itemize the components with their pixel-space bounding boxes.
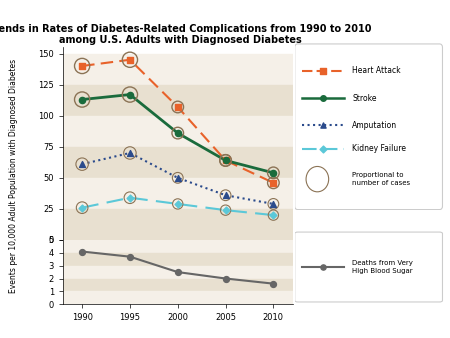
Point: [174, 175, 181, 180]
Text: Events per 10,000 Adult Population with Diagnosed Diabetes: Events per 10,000 Adult Population with …: [9, 59, 18, 293]
Point: [126, 57, 134, 63]
FancyBboxPatch shape: [295, 232, 442, 302]
Point: [126, 92, 134, 97]
Point: [78, 63, 86, 69]
Point: [270, 180, 277, 186]
Bar: [63, 209, 292, 240]
Bar: [63, 147, 292, 178]
Text: Amputation: Amputation: [352, 121, 397, 129]
Point: [126, 150, 134, 156]
Point: [78, 63, 86, 69]
Point: [174, 104, 181, 110]
Point: [270, 201, 277, 207]
Point: [174, 201, 181, 207]
Bar: [63, 178, 292, 209]
Point: [126, 254, 134, 259]
Bar: [63, 53, 292, 84]
Text: Proportional to
number of cases: Proportional to number of cases: [352, 172, 410, 186]
Point: [174, 130, 181, 136]
Bar: [63, 84, 292, 116]
Text: Trends in Rates of Diabetes-Related Complications from 1990 to 2010
among U.S. A: Trends in Rates of Diabetes-Related Comp…: [0, 24, 372, 45]
Point: [222, 158, 229, 163]
Point: [320, 68, 327, 74]
Bar: [63, 266, 292, 279]
Point: [174, 130, 181, 136]
Point: [174, 201, 181, 207]
Point: [126, 92, 134, 97]
Point: [222, 158, 229, 163]
Point: [222, 276, 229, 281]
Text: Stroke: Stroke: [352, 94, 377, 102]
Text: Deaths from Very
High Blood Sugar: Deaths from Very High Blood Sugar: [352, 260, 413, 274]
Point: [222, 193, 229, 198]
Point: [78, 162, 86, 167]
FancyBboxPatch shape: [295, 44, 442, 210]
Point: [270, 281, 277, 286]
Text: Kidney Failure: Kidney Failure: [352, 144, 406, 153]
Point: [78, 205, 86, 210]
Point: [174, 269, 181, 275]
Point: [270, 170, 277, 175]
Point: [126, 57, 134, 63]
Point: [222, 208, 229, 213]
Text: Heart Attack: Heart Attack: [352, 67, 400, 75]
Point: [174, 175, 181, 180]
Bar: [63, 253, 292, 266]
Bar: [63, 279, 292, 291]
Bar: [63, 116, 292, 147]
Point: [78, 249, 86, 254]
Point: [270, 212, 277, 218]
Point: [126, 150, 134, 156]
Point: [320, 95, 327, 101]
Point: [270, 201, 277, 207]
Point: [78, 205, 86, 210]
Point: [270, 212, 277, 218]
Point: [126, 195, 134, 200]
Point: [320, 146, 327, 151]
Point: [126, 195, 134, 200]
Bar: [63, 240, 292, 253]
Point: [78, 162, 86, 167]
Point: [222, 208, 229, 213]
Point: [78, 97, 86, 102]
Point: [222, 158, 229, 163]
Point: [174, 104, 181, 110]
Point: [320, 122, 327, 128]
Point: [270, 180, 277, 186]
Point: [222, 193, 229, 198]
Bar: [63, 291, 292, 304]
Point: [222, 158, 229, 163]
Point: [320, 264, 327, 270]
Point: [270, 170, 277, 175]
Point: [78, 97, 86, 102]
